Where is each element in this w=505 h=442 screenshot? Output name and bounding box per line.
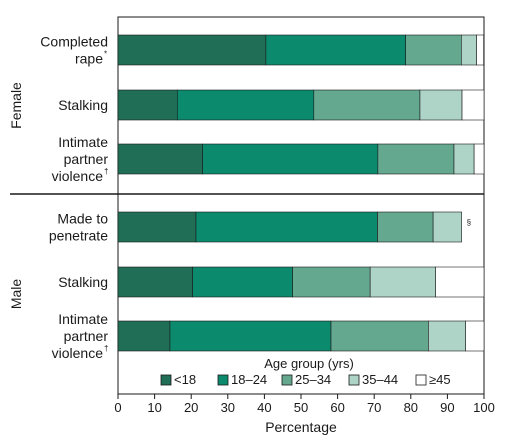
- group-label-male: Male: [8, 279, 24, 310]
- category-label-line: Intimate: [58, 134, 108, 150]
- legend-title: Age group (yrs): [264, 356, 354, 371]
- legend-label: 35–44: [362, 372, 398, 387]
- x-tick-label: 100: [473, 400, 495, 415]
- bar-segment-male-1-1: [117, 211, 197, 243]
- legend-swatch: [348, 374, 360, 386]
- bar-segment-female-2-1: [117, 89, 178, 121]
- bar-segment-female-3-2: [202, 143, 379, 175]
- bar-segment-male-3-5: [465, 320, 485, 352]
- legend-swatch: [217, 374, 229, 386]
- bar-segment-male-2-4: [369, 266, 436, 298]
- bar-segment-female-1-5: [476, 34, 484, 66]
- bar-segment-male-3-3: [330, 320, 429, 352]
- x-tick-label: 20: [184, 400, 198, 415]
- category-label-line: Intimate: [58, 311, 108, 327]
- bar-segment-female-1-3: [405, 34, 462, 66]
- category-label-line: Stalking: [58, 97, 108, 113]
- legend-swatch: [160, 374, 172, 386]
- bar-segment-female-3-4: [453, 143, 475, 175]
- bar-segment-male-3-4: [428, 320, 467, 352]
- x-tick-label: 80: [404, 400, 418, 415]
- x-tick-label: 90: [440, 400, 454, 415]
- category-label-line: partner: [64, 328, 109, 344]
- category-label-footnote: *: [104, 50, 107, 59]
- bar-segment-female-3-5: [473, 143, 485, 175]
- legend-label: 25–34: [295, 372, 331, 387]
- category-label-line: rape: [75, 51, 103, 67]
- x-tick-label: 30: [221, 400, 235, 415]
- bar-segment-female-3-3: [377, 143, 455, 175]
- bar-segment-female-2-2: [176, 89, 315, 121]
- legend-label: 18–24: [231, 372, 267, 387]
- category-label-line: penetrate: [49, 228, 108, 244]
- bar-segment-male-3-1: [117, 320, 171, 352]
- category-label-line: Made to: [57, 211, 108, 227]
- bar-segment-male-2-5: [435, 266, 485, 298]
- x-tick-label: 40: [257, 400, 271, 415]
- category-label-line: Stalking: [58, 274, 108, 290]
- x-tick-label: 70: [367, 400, 381, 415]
- category-label-footnote: †: [104, 167, 108, 176]
- bar-segment-male-2-2: [192, 266, 293, 298]
- bar-segment-male-3-2: [169, 320, 332, 352]
- x-tick-label: 50: [294, 400, 308, 415]
- legend-label: <18: [174, 372, 196, 387]
- bar-segment-female-1-4: [461, 34, 477, 66]
- bar-segment-female-2-4: [419, 89, 463, 121]
- bar-segment-male-2-3: [292, 266, 371, 298]
- category-label-line: Completed: [40, 34, 108, 50]
- bar-segment-female-2-5: [461, 89, 485, 121]
- bar-segment-male-1-3: [377, 211, 434, 243]
- x-axis-title: Percentage: [265, 419, 337, 435]
- x-tick-label: 10: [147, 400, 161, 415]
- category-label-footnote: †: [104, 344, 108, 353]
- x-tick-label: 0: [114, 400, 121, 415]
- bar-segment-male-1-2: [195, 211, 378, 243]
- x-tick-label: 60: [330, 400, 344, 415]
- bar-segment-male-1-4: [432, 211, 462, 243]
- bar-segment-female-1-2: [265, 34, 406, 66]
- group-label-female: Female: [8, 82, 24, 129]
- category-label-line: partner: [64, 151, 109, 167]
- bar-note-marker: §: [467, 218, 471, 227]
- legend-swatch: [281, 374, 293, 386]
- bar-segment-male-2-1: [117, 266, 193, 298]
- category-label-line: violence: [52, 168, 104, 184]
- legend-swatch: [415, 374, 427, 386]
- bar-segment-female-3-1: [117, 143, 203, 175]
- bar-segment-female-1-1: [117, 34, 267, 66]
- category-label-line: violence: [52, 345, 104, 361]
- bar-segment-female-2-3: [313, 89, 421, 121]
- legend-label: ≥45: [429, 372, 451, 387]
